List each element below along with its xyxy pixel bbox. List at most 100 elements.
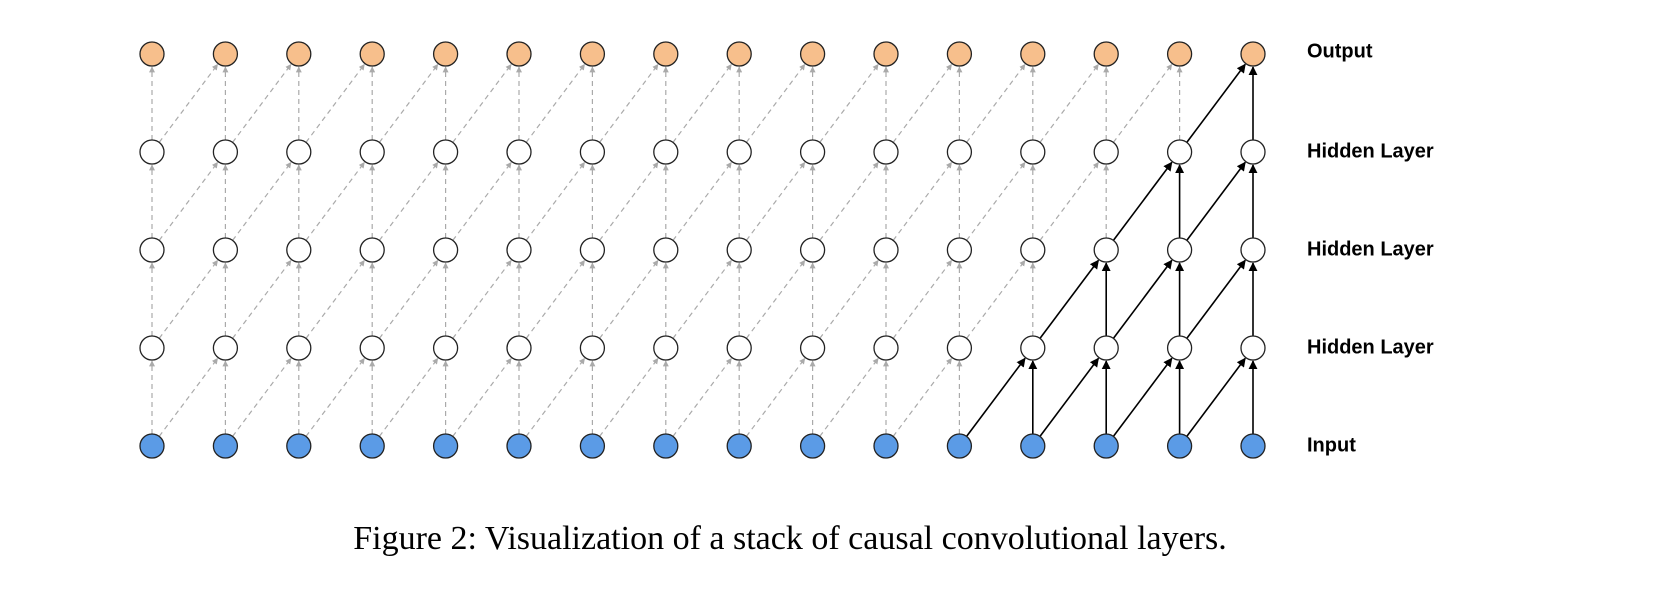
hidden2-node (1020, 237, 1046, 263)
output-node (286, 41, 312, 67)
dashed-edge (232, 63, 292, 143)
dashed-edge (232, 161, 292, 241)
active-edge (1039, 357, 1100, 437)
dashed-edge (378, 357, 439, 437)
input-node (359, 433, 385, 459)
dashed-edge (452, 259, 512, 339)
hidden3-node (286, 139, 312, 165)
dashed-edge (892, 63, 953, 143)
dashed-edge (892, 161, 953, 241)
hidden3-node (1166, 139, 1193, 165)
layer-label-hidden-1: Hidden Layer (1307, 336, 1434, 358)
hidden2-node (1166, 237, 1193, 263)
active-edge (1186, 357, 1246, 437)
hidden2-node (359, 237, 385, 263)
hidden2-node (799, 237, 826, 263)
input-node (873, 433, 899, 459)
hidden2-node (286, 237, 312, 263)
hidden2-node (579, 237, 606, 263)
dashed-edge (232, 357, 292, 437)
hidden2-node (432, 237, 459, 263)
hidden2-node (726, 237, 752, 263)
dashed-edge (378, 63, 439, 143)
hidden1-node (286, 335, 312, 361)
input-node (799, 433, 826, 459)
input-node (1166, 433, 1193, 459)
layer-label-hidden-3: Hidden Layer (1307, 140, 1434, 162)
dashed-edge (599, 357, 659, 437)
output-node (873, 41, 899, 67)
dashed-edge (378, 161, 439, 241)
dashed-edge (452, 161, 512, 241)
hidden1-node (1020, 335, 1046, 361)
active-edge (1186, 63, 1246, 143)
dashed-edge (819, 63, 879, 143)
dashed-edge (745, 357, 806, 437)
layer-label-output: Output (1307, 40, 1373, 62)
hidden2-node (506, 237, 532, 263)
hidden2-node (139, 237, 165, 263)
dashed-edge (158, 357, 219, 437)
dashed-edge (966, 63, 1026, 143)
active-edge (1112, 259, 1173, 339)
dashed-edge (672, 357, 732, 437)
output-node (1093, 41, 1119, 67)
dashed-edge (819, 259, 879, 339)
active-edge (1112, 161, 1173, 241)
input-node (139, 433, 165, 459)
active-edge (1186, 259, 1246, 339)
hidden1-node (139, 335, 165, 361)
dashed-edge (305, 63, 365, 143)
hidden3-node (1093, 139, 1119, 165)
dashed-edge (599, 259, 659, 339)
dashed-edge (745, 161, 806, 241)
hidden2-node (212, 237, 239, 263)
dashed-edge (378, 259, 439, 339)
inactive-connections (149, 63, 1183, 437)
hidden1-node (432, 335, 459, 361)
input-node (1093, 433, 1119, 459)
output-node (1166, 41, 1193, 67)
output-node (946, 41, 973, 67)
dashed-edge (232, 259, 292, 339)
dashed-edge (305, 259, 365, 339)
input-node (1020, 433, 1046, 459)
hidden1-node (359, 335, 385, 361)
dashed-edge (158, 161, 219, 241)
nodes (139, 41, 1266, 459)
output-node (579, 41, 606, 67)
output-node (1240, 41, 1266, 67)
dashed-edge (672, 63, 732, 143)
hidden3-node (506, 139, 532, 165)
dashed-edge (1112, 63, 1173, 143)
input-node (579, 433, 606, 459)
hidden3-node (946, 139, 973, 165)
dashed-edge (525, 161, 586, 241)
input-node (212, 433, 239, 459)
hidden1-node (506, 335, 532, 361)
output-node (212, 41, 239, 67)
output-node (359, 41, 385, 67)
hidden2-node (1093, 237, 1119, 263)
dashed-edge (525, 63, 586, 143)
input-node (946, 433, 973, 459)
hidden3-node (432, 139, 459, 165)
dashed-edge (599, 63, 659, 143)
dashed-edge (745, 259, 806, 339)
hidden3-node (359, 139, 385, 165)
hidden3-node (579, 139, 606, 165)
active-edge (965, 357, 1026, 437)
active-edge (1112, 357, 1173, 437)
hidden2-node (873, 237, 899, 263)
output-node (1020, 41, 1046, 67)
output-node (139, 41, 165, 67)
receptive-field-connections (965, 63, 1258, 437)
hidden3-node (653, 139, 679, 165)
layer-labels: Output Hidden Layer Hidden Layer Hidden … (1307, 40, 1434, 456)
hidden1-node (873, 335, 899, 361)
active-edge (1039, 259, 1100, 339)
dashed-edge (1039, 161, 1099, 241)
hidden1-node (726, 335, 752, 361)
active-edge (1186, 161, 1246, 241)
figure-caption: Figure 2: Visualization of a stack of ca… (353, 520, 1227, 557)
